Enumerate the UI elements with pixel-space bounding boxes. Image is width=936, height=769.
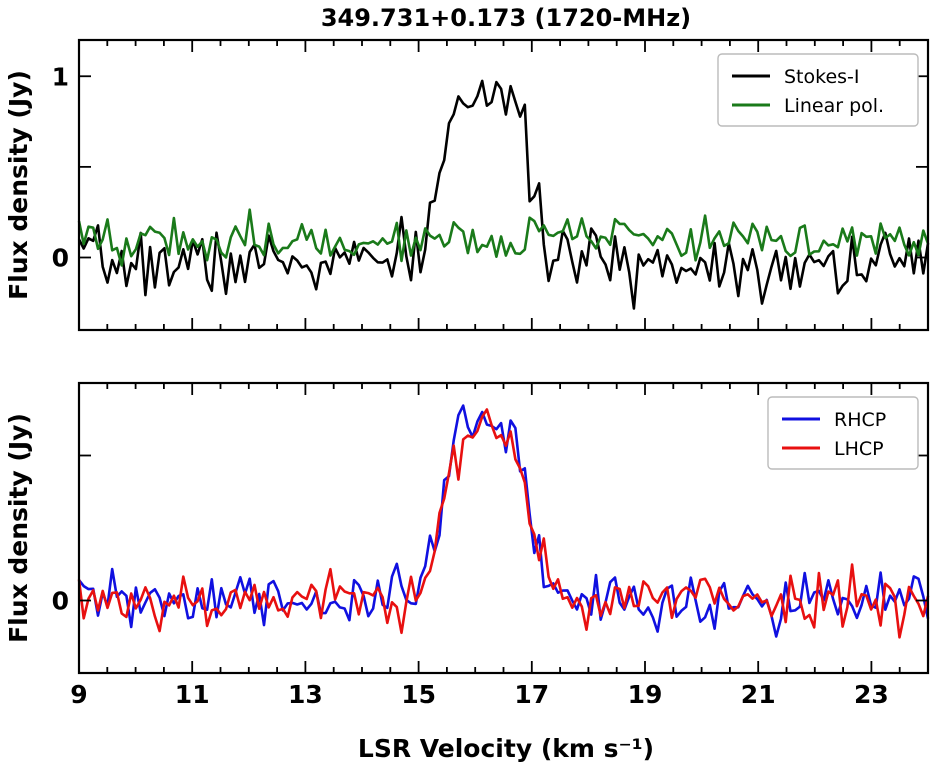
series-line-stokesI [77, 79, 930, 310]
y-axis-label: Flux density (Jy) [4, 70, 33, 300]
x-tick-label: 13 [288, 680, 323, 709]
x-tick-label: 11 [175, 680, 210, 709]
y-tick-label: 0 [52, 244, 69, 273]
legend-label-linpol: Linear pol. [784, 95, 884, 117]
x-tick-label: 23 [854, 680, 889, 709]
y-axis-label: Flux density (Jy) [4, 413, 33, 643]
chart-title: 349.731+0.173 (1720-MHz) [321, 4, 691, 32]
x-tick-label: 15 [401, 680, 436, 709]
legend-box [767, 396, 919, 470]
top-panel: 0 1 Flux density (Jy) Stokes-I Linear pol. [4, 38, 930, 332]
series-line-linpol [77, 208, 930, 267]
legend-label-stokesI: Stokes-I [784, 66, 860, 88]
legend-label-rhcp: RHCP [834, 409, 886, 431]
y-tick-label: 0 [52, 587, 69, 616]
x-tick-label: 19 [628, 680, 663, 709]
x-tick-label: 21 [741, 680, 776, 709]
x-tick-label: 9 [70, 680, 87, 709]
series-line-lhcp [77, 408, 930, 639]
legend-box [717, 53, 919, 127]
bottom-panel: 9 11 13 15 17 19 21 23 0 Flux density (Jy) RHCP LHC… [4, 381, 930, 709]
y-tick-label: 1 [52, 62, 69, 91]
x-axis-label: LSR Velocity (km s⁻¹) [358, 734, 654, 763]
legend-label-lhcp: LHCP [834, 438, 884, 460]
x-tick-label: 17 [514, 680, 549, 709]
